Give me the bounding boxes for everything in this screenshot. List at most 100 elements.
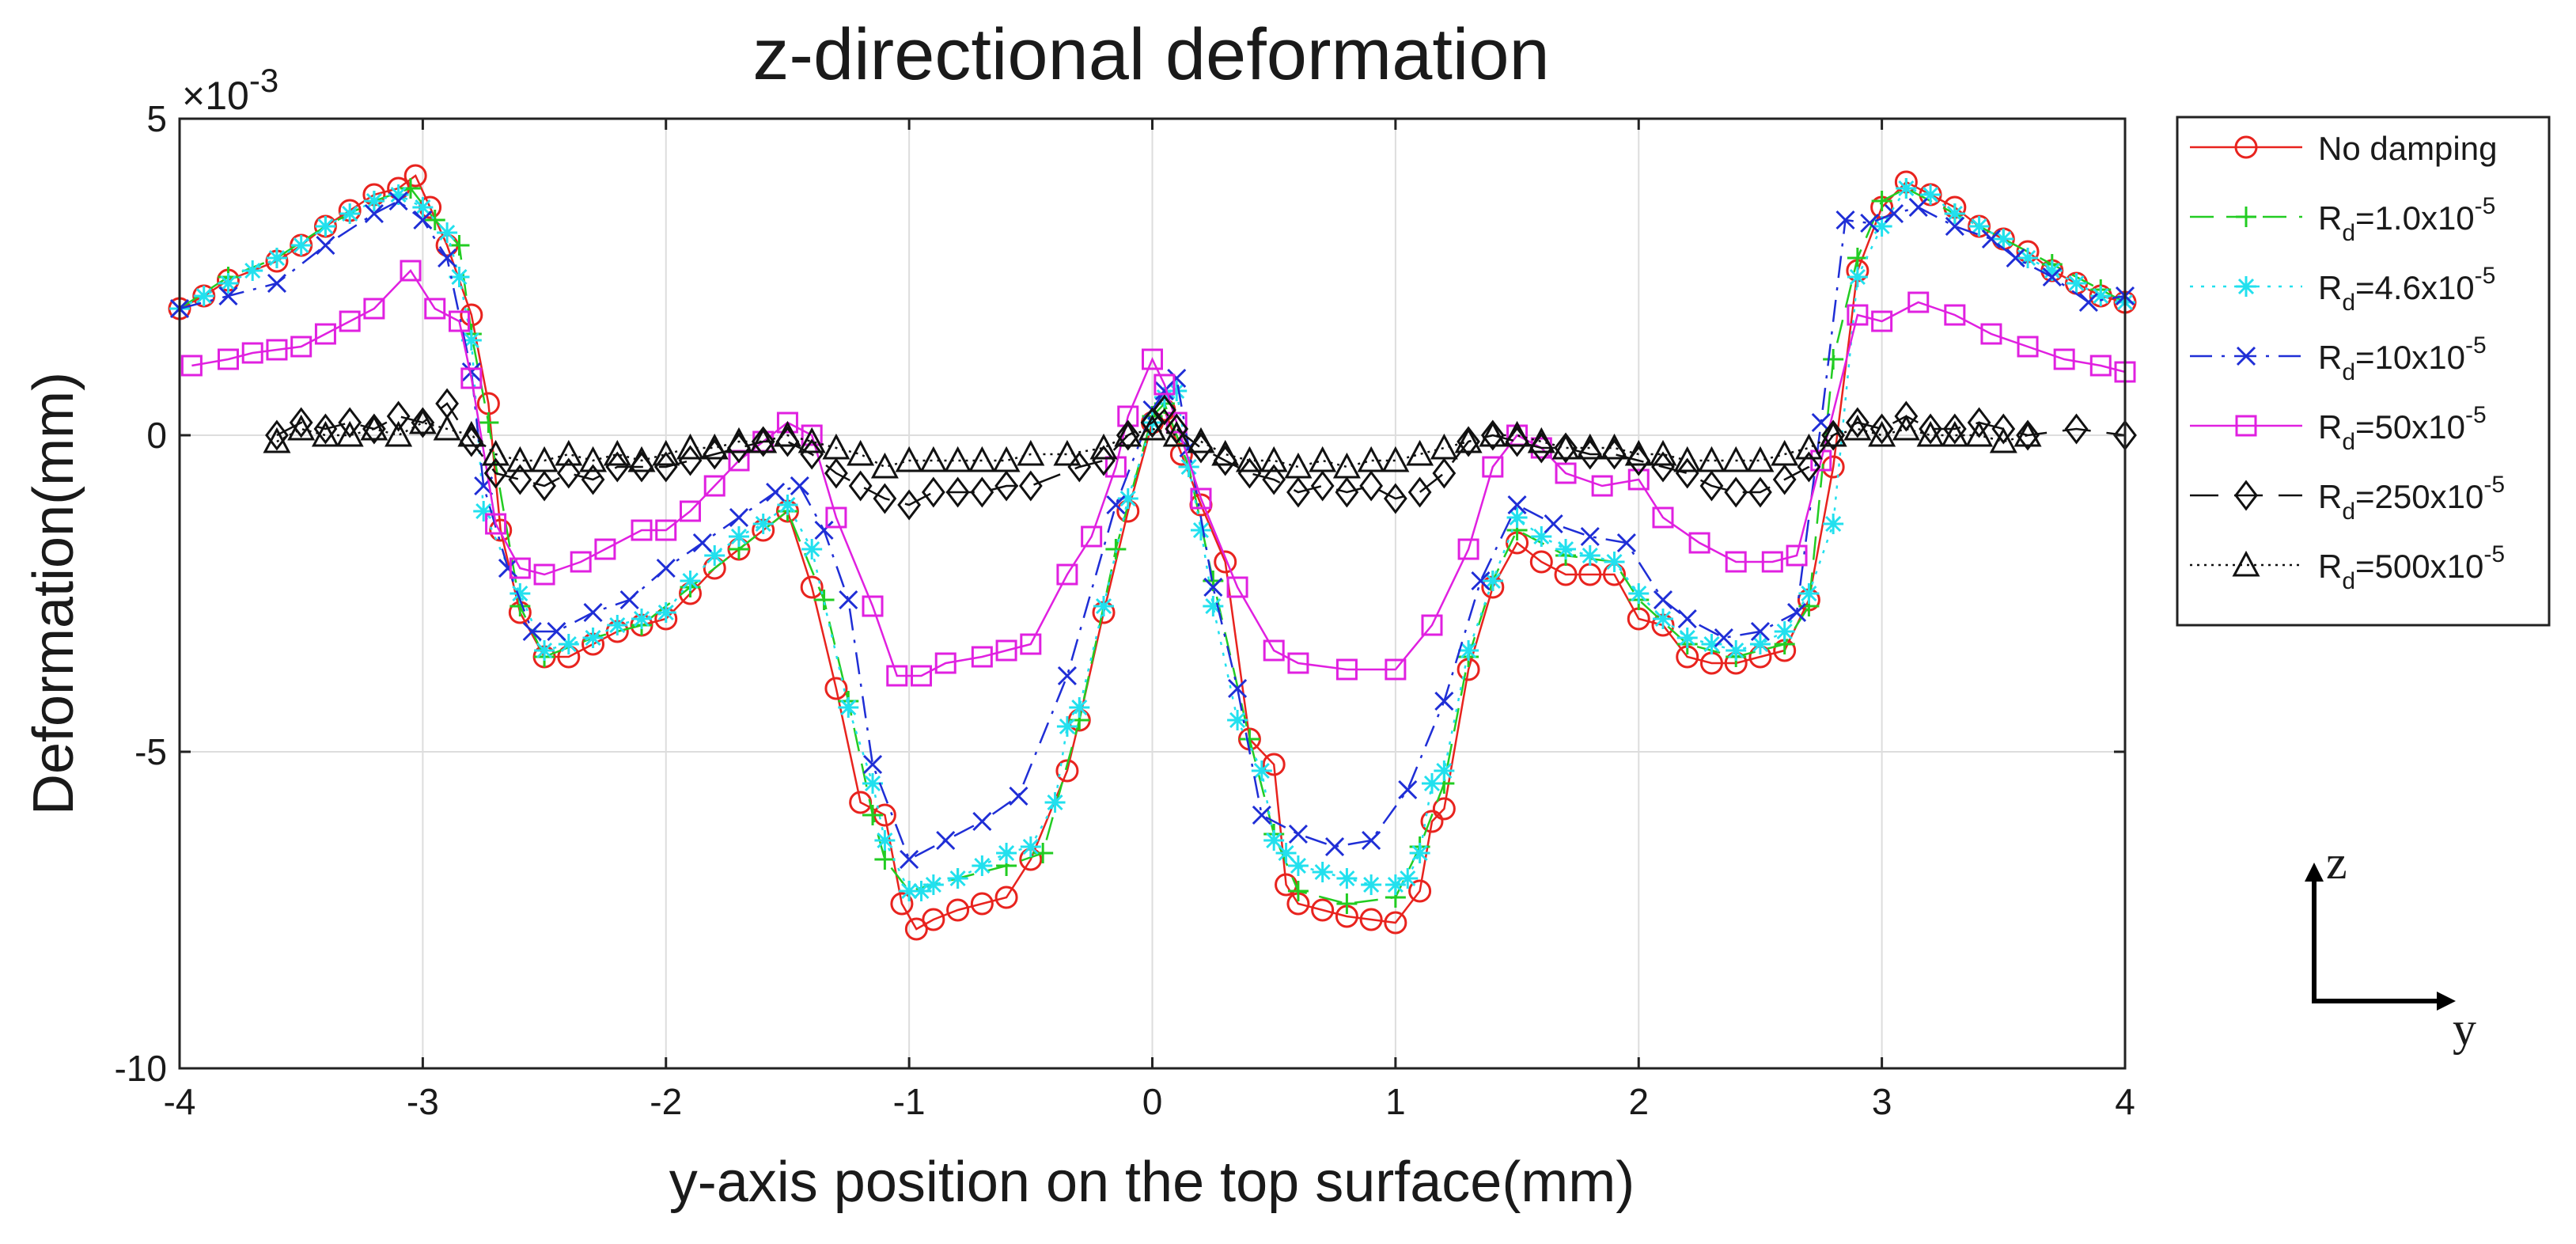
data-point <box>1651 451 1675 483</box>
legend-marker <box>2234 135 2258 159</box>
data-point <box>218 286 238 306</box>
data-point <box>1434 760 1455 781</box>
y-exponent-base: ×10 <box>182 74 249 118</box>
data-point <box>1227 710 1248 730</box>
data-point <box>1020 633 1042 655</box>
data-point <box>241 342 263 364</box>
data-point <box>510 583 531 604</box>
data-point <box>970 476 994 508</box>
data-point <box>1847 248 1868 268</box>
data-point <box>1165 413 1189 445</box>
legend-entry: Rd=10x10-5 <box>2190 332 2487 385</box>
data-point <box>461 362 481 382</box>
data-point <box>1749 634 1771 654</box>
data-point <box>729 507 749 528</box>
data-point <box>1189 432 1213 464</box>
legend-marker <box>2234 480 2258 511</box>
data-point <box>1056 716 1078 737</box>
y-axis-label: Deformation(mm) <box>22 372 85 815</box>
data-point <box>2042 267 2062 287</box>
data-point <box>870 452 899 479</box>
x-tick-label: 3 <box>1872 1081 1892 1122</box>
data-point <box>478 412 499 433</box>
data-point <box>766 482 786 503</box>
data-point <box>314 323 336 345</box>
data-point <box>363 298 385 320</box>
data-point <box>388 191 408 211</box>
data-point <box>1941 420 1969 447</box>
data-point <box>438 248 457 268</box>
data-point <box>581 464 605 495</box>
data-point <box>360 414 388 441</box>
data-point <box>862 595 884 617</box>
data-point <box>605 451 630 483</box>
data-point <box>1916 420 1945 447</box>
data-point <box>1627 468 1650 491</box>
data-point <box>968 446 996 472</box>
data-point <box>911 881 932 901</box>
legend-entry: Rd=50x10-5 <box>2190 402 2487 455</box>
data-point <box>1434 691 1454 711</box>
axis-note-y-label: y <box>2453 1003 2476 1055</box>
data-point <box>773 420 801 447</box>
data-point <box>1980 323 2002 345</box>
data-point <box>848 470 873 502</box>
data-point <box>824 457 848 489</box>
data-point <box>1093 596 1115 616</box>
data-point <box>362 413 386 445</box>
data-point <box>2041 260 2063 281</box>
data-point <box>1701 634 1722 654</box>
data-point <box>267 273 287 294</box>
data-point <box>1652 506 1674 529</box>
data-point <box>899 881 920 901</box>
legend-label: Rd=1.0x10-5 <box>2318 193 2495 246</box>
data-point <box>266 339 288 361</box>
data-point <box>1458 640 1479 661</box>
y-tick-label: -5 <box>134 731 167 772</box>
data-point <box>992 446 1021 472</box>
data-point <box>1591 475 1613 497</box>
data-point <box>1725 551 1747 573</box>
data-point <box>403 164 427 188</box>
data-point <box>655 602 676 623</box>
data-point <box>652 439 680 466</box>
data-point <box>1203 577 1223 597</box>
data-point <box>1055 759 1079 783</box>
data-point <box>751 426 775 457</box>
data-point <box>1106 495 1126 515</box>
data-point <box>1287 881 1309 901</box>
data-point <box>944 446 972 472</box>
x-tick-label: 2 <box>1628 1081 1649 1122</box>
chart-title: z-directional deformation <box>752 14 1549 95</box>
data-point <box>814 520 834 540</box>
data-point <box>627 446 656 472</box>
data-point <box>1699 470 1724 502</box>
data-point <box>1835 210 1855 230</box>
data-point <box>1601 433 1629 460</box>
data-point <box>263 427 291 453</box>
data-point <box>1981 229 2002 249</box>
data-point <box>1114 420 1142 447</box>
data-point <box>1020 836 1041 857</box>
series-line <box>191 268 2126 677</box>
data-point <box>655 519 677 541</box>
data-point <box>1761 551 1783 573</box>
data-point <box>217 348 239 370</box>
legend-entry: Rd=1.0x10-5 <box>2190 193 2495 246</box>
data-point <box>1786 602 1807 623</box>
series-layer <box>168 164 2137 941</box>
data-point <box>400 260 422 282</box>
data-point <box>1722 446 1750 472</box>
data-point <box>2090 286 2112 306</box>
y-tick-label: -10 <box>115 1048 167 1089</box>
data-point <box>242 260 263 281</box>
data-point <box>800 438 824 470</box>
data-point <box>448 310 470 332</box>
data-point <box>1203 596 1224 616</box>
data-point <box>413 210 433 230</box>
data-point <box>910 665 932 687</box>
data-point <box>1310 470 1335 502</box>
data-point <box>1821 419 1846 451</box>
data-point <box>1383 483 1407 514</box>
data-point <box>1409 843 1430 863</box>
